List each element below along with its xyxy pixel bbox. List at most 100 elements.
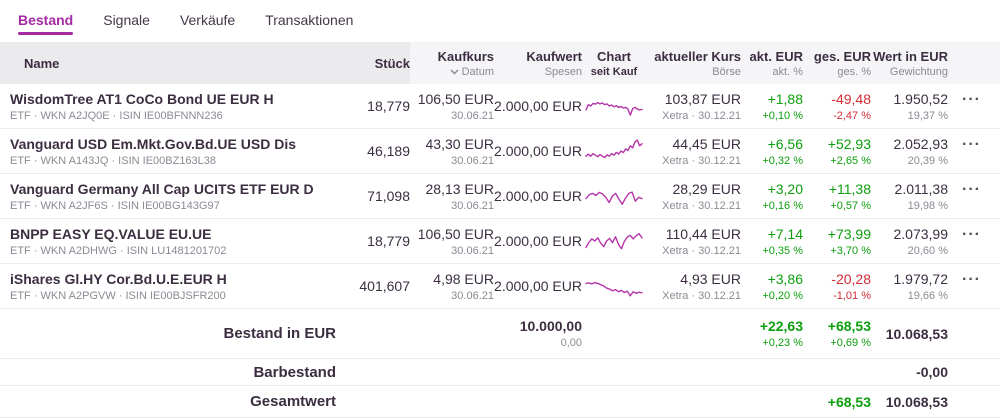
daily-change-pct: +0,10 % bbox=[762, 109, 803, 122]
chart-cell[interactable] bbox=[582, 219, 646, 263]
total-change-cell: +73,99 +3,70 % bbox=[803, 219, 871, 263]
daily-change-pct: +0,16 % bbox=[762, 199, 803, 212]
total-change-cell: -20,28 -1,01 % bbox=[803, 264, 871, 308]
chart-cell[interactable] bbox=[582, 129, 646, 173]
tab-bestand[interactable]: Bestand bbox=[18, 6, 74, 37]
total-change-cell: +11,38 +0,57 % bbox=[803, 174, 871, 218]
buy-price-value: 106,50 EUR bbox=[417, 225, 494, 242]
chart-cell[interactable] bbox=[582, 84, 646, 128]
instrument-name-link[interactable]: Vanguard Germany All Cap UCITS ETF EUR D bbox=[10, 180, 314, 197]
shares-cell: 18,779 bbox=[336, 84, 410, 128]
total-change-pct: +2,65 % bbox=[830, 154, 871, 167]
position-value: 2.073,99 bbox=[893, 225, 949, 242]
daily-change-cell: +1,88 +0,10 % bbox=[741, 84, 803, 128]
sparkline-chart bbox=[585, 139, 643, 159]
name-cell: iShares Gl.HY Cor.Bd.U.E.EUR H ETF · WKN… bbox=[0, 264, 336, 308]
table-row[interactable]: BNPP EASY EQ.VALUE EU.UE ETF · WKN A2DHW… bbox=[0, 219, 1000, 264]
instrument-name-link[interactable]: WisdomTree AT1 CoCo Bond UE EUR H bbox=[10, 90, 274, 107]
summary-row-bestand: Bestand in EUR 10.000,00 0,00 +22,63 +0,… bbox=[0, 309, 1000, 359]
shares-cell: 71,098 bbox=[336, 174, 410, 218]
spacer bbox=[494, 359, 582, 385]
spacer bbox=[741, 359, 803, 385]
daily-change-pct: +0,20 % bbox=[762, 289, 803, 302]
instrument-meta: ETF · WKN A2PGVW · ISIN IE00BJSFR200 bbox=[10, 289, 226, 302]
buy-price-cell: 28,13 EUR 30.06.21 bbox=[410, 174, 494, 218]
col-header-name[interactable]: Name bbox=[0, 42, 336, 84]
total-value: 10.068,53 bbox=[885, 393, 948, 410]
summary-fees: 0,00 bbox=[560, 337, 582, 349]
table-header: Name Stück Kaufkurs Datum Kaufwert Spese… bbox=[0, 42, 1000, 84]
daily-change-cell: +3,20 +0,16 % bbox=[741, 174, 803, 218]
table-row[interactable]: iShares Gl.HY Cor.Bd.U.E.EUR H ETF · WKN… bbox=[0, 264, 1000, 309]
instrument-meta: ETF · WKN A2JQ0E · ISIN IE00BFNNN236 bbox=[10, 109, 223, 122]
table-row[interactable]: Vanguard USD Em.Mkt.Gov.Bd.UE USD Dis ET… bbox=[0, 129, 1000, 174]
summary-value: 10.068,53 bbox=[885, 325, 948, 342]
col-header-ges-eur-label: ges. EUR bbox=[813, 48, 871, 64]
col-header-kurs-sub: Börse bbox=[712, 65, 741, 78]
spacer bbox=[336, 386, 410, 417]
tab-signale[interactable]: Signale bbox=[103, 11, 150, 28]
col-header-kurs[interactable]: aktueller Kurs Börse bbox=[646, 42, 741, 84]
col-header-chart-label: Chart bbox=[597, 48, 631, 64]
spacer bbox=[646, 386, 741, 417]
total-change-eur: -20,28 bbox=[831, 270, 871, 287]
summary-daily-change-eur: +22,63 bbox=[759, 318, 803, 334]
col-header-kaufwert[interactable]: Kaufwert Spesen bbox=[494, 42, 582, 84]
table-row[interactable]: WisdomTree AT1 CoCo Bond UE EUR H ETF · … bbox=[0, 84, 1000, 129]
col-header-akt-eur[interactable]: akt. EUR akt. % bbox=[741, 42, 803, 84]
col-header-wert-sub: Gewichtung bbox=[889, 65, 948, 78]
row-menu-button[interactable]: ··· bbox=[962, 91, 981, 108]
tab-transaktionen[interactable]: Transaktionen bbox=[265, 11, 354, 28]
shares-value: 18,779 bbox=[367, 98, 410, 114]
chart-cell[interactable] bbox=[582, 174, 646, 218]
row-menu-button[interactable]: ··· bbox=[962, 271, 981, 288]
chart-cell[interactable] bbox=[582, 264, 646, 308]
buy-price-value: 28,13 EUR bbox=[425, 180, 494, 197]
row-menu-button[interactable]: ··· bbox=[962, 181, 981, 198]
col-header-stueck[interactable]: Stück bbox=[336, 42, 410, 84]
value-cell: 2.073,99 20,60 % bbox=[871, 219, 949, 263]
spacer bbox=[803, 359, 871, 385]
summary-row-barbestand: Barbestand -0,00 bbox=[0, 359, 1000, 386]
sparkline-chart bbox=[585, 281, 643, 297]
col-header-ges-eur[interactable]: ges. EUR ges. % bbox=[803, 42, 871, 84]
total-change-cell: -49,48 -2,47 % bbox=[803, 84, 871, 128]
current-price-value: 44,45 EUR bbox=[672, 135, 741, 152]
col-header-wert[interactable]: Wert in EUR Gewichtung bbox=[871, 42, 948, 84]
total-value-cell: 10.068,53 bbox=[871, 386, 948, 417]
col-header-kaufkurs-sub-label: Datum bbox=[461, 65, 494, 78]
row-menu-button[interactable]: ··· bbox=[962, 136, 981, 153]
shares-value: 18,779 bbox=[367, 233, 410, 249]
summary-total-change-pct: +0,69 % bbox=[830, 337, 871, 349]
daily-change-cell: +3,86 +0,20 % bbox=[741, 264, 803, 308]
spacer bbox=[948, 309, 1000, 358]
col-header-stueck-label: Stück bbox=[374, 55, 410, 71]
instrument-meta: ETF · WKN A143JQ · ISIN IE00BZ163L38 bbox=[10, 154, 217, 167]
spacer bbox=[646, 359, 741, 385]
summary-bestand-label: Bestand in EUR bbox=[223, 325, 336, 342]
daily-change-eur: +1,88 bbox=[767, 90, 803, 107]
position-value: 1.979,72 bbox=[893, 270, 949, 287]
menu-cell: ··· bbox=[948, 264, 1000, 308]
buy-date: 30.06.21 bbox=[451, 154, 494, 167]
summary-value-cell: 10.068,53 bbox=[871, 309, 948, 358]
col-header-ges-eur-sub: ges. % bbox=[837, 65, 871, 78]
value-cell: 2.011,38 19,98 % bbox=[871, 174, 948, 218]
daily-change-eur: +3,20 bbox=[767, 180, 803, 197]
instrument-name-link[interactable]: iShares Gl.HY Cor.Bd.U.E.EUR H bbox=[10, 270, 227, 287]
instrument-name-link[interactable]: Vanguard USD Em.Mkt.Gov.Bd.UE USD Dis bbox=[10, 135, 297, 152]
col-header-menu bbox=[948, 42, 1000, 84]
col-header-kaufkurs[interactable]: Kaufkurs Datum bbox=[410, 42, 494, 84]
instrument-name-link[interactable]: BNPP EASY EQ.VALUE EU.UE bbox=[10, 225, 212, 242]
spacer bbox=[948, 359, 1000, 385]
barbestand-label: Barbestand bbox=[253, 363, 336, 381]
summary-buy-value: 10.000,00 bbox=[519, 318, 582, 334]
col-header-chart[interactable]: Chart seit Kauf bbox=[582, 42, 646, 84]
tab-verkaeufe[interactable]: Verkäufe bbox=[179, 11, 236, 28]
buy-value: 2.000,00 EUR bbox=[494, 143, 582, 159]
row-menu-button[interactable]: ··· bbox=[962, 226, 981, 243]
sparkline-chart bbox=[585, 191, 643, 205]
position-weight: 19,98 % bbox=[907, 199, 948, 212]
shares-cell: 46,189 bbox=[336, 129, 410, 173]
table-row[interactable]: Vanguard Germany All Cap UCITS ETF EUR D… bbox=[0, 174, 1000, 219]
